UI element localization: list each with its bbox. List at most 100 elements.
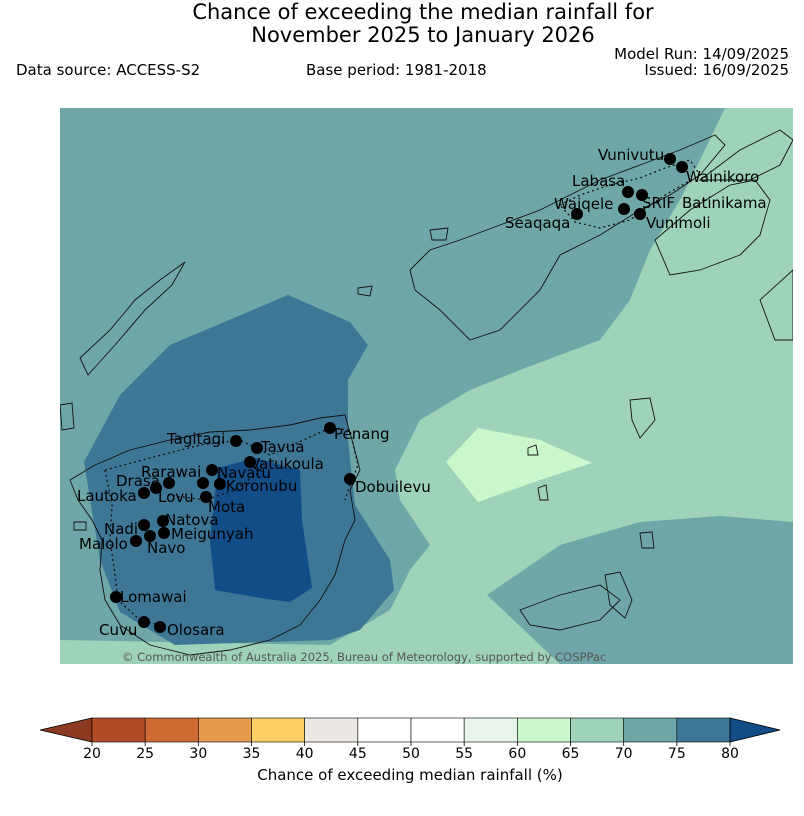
- copyright-credit: © Commonwealth of Australia 2025, Bureau…: [122, 650, 606, 664]
- station-meigunyah[interactable]: Meigunyah: [158, 525, 253, 543]
- station-marker: [138, 487, 150, 499]
- colorbar-swatch-55-60: [463, 717, 518, 743]
- station-marker: [157, 515, 169, 527]
- station-natova[interactable]: Natova: [157, 511, 219, 529]
- base-period: Base period: 1981-2018: [306, 61, 487, 79]
- station-marker: [197, 477, 209, 489]
- map-title-line2: November 2025 to January 2026: [251, 23, 595, 47]
- colorbar-tick-label: 70: [615, 746, 633, 762]
- station-penang[interactable]: Penang: [324, 422, 389, 443]
- station-label: Lovu: [158, 488, 194, 506]
- station-layer: Vunivutu Wainikoro Labasa SRIF Batinikam…: [77, 146, 767, 639]
- station-label: Mota: [208, 498, 245, 516]
- colorbar-tick-label: 20: [83, 746, 101, 762]
- viti-levu-coast: [69, 414, 361, 656]
- zone-65-70: [60, 108, 793, 664]
- station-label: Wainikoro: [686, 168, 759, 186]
- station-vatukoula[interactable]: Vatukoula: [244, 455, 324, 473]
- station-marker: [251, 442, 263, 454]
- station-lomawai[interactable]: Lomawai: [110, 588, 187, 606]
- colorbar-extend-high: [729, 717, 781, 743]
- station-nadi[interactable]: Nadi: [104, 519, 150, 538]
- station-marker: [138, 519, 150, 531]
- station-label: Tagitagi: [166, 430, 225, 448]
- station-label: Labasa: [572, 172, 625, 190]
- zone-70-75-south: [487, 516, 793, 664]
- station-vunimoli[interactable]: Vunimoli: [634, 208, 711, 232]
- colorbar-swatch-25-30: [144, 717, 199, 743]
- data-source: Data source: ACCESS-S2: [16, 61, 201, 79]
- station-label: Cuvu: [99, 621, 137, 639]
- islet-4: [527, 444, 539, 456]
- station-marker: [158, 527, 170, 539]
- colorbar-tick-label: 75: [668, 746, 686, 762]
- station-tagitagi[interactable]: Tagitagi: [166, 430, 242, 448]
- station-rarawai[interactable]: Rarawai: [141, 463, 218, 481]
- islet-6: [604, 571, 633, 619]
- station-malolo[interactable]: Malolo: [79, 535, 142, 553]
- station-mota[interactable]: Mota: [200, 491, 245, 516]
- station-marker: [618, 203, 630, 215]
- station-marker: [324, 422, 336, 434]
- station-lovu[interactable]: Lovu: [150, 482, 194, 506]
- colorbar-extend-low: [39, 717, 93, 743]
- coastlines: [60, 129, 793, 656]
- islet-3: [357, 285, 373, 297]
- station-drasa[interactable]: Drasa: [116, 472, 175, 490]
- station-navatu[interactable]: Navatu: [197, 464, 271, 489]
- station-tavua[interactable]: Tavua: [251, 438, 304, 456]
- station-olosara[interactable]: Olosara: [154, 621, 225, 639]
- station-label: Natova: [165, 511, 219, 529]
- station-srif[interactable]: SRIF: [636, 189, 675, 212]
- islet-5: [537, 484, 549, 501]
- station-label: Drasa: [116, 472, 160, 490]
- station-lautoka[interactable]: Lautoka: [77, 487, 150, 505]
- station-label: Nadi: [104, 520, 138, 538]
- station-label: Rarawai: [141, 463, 201, 481]
- ovalau-coast: [629, 397, 656, 439]
- colorbar-swatch-45-50: [357, 717, 412, 743]
- islet-1: [60, 402, 75, 431]
- islet-9: [429, 227, 449, 241]
- issued-date: Issued: 16/09/2025: [644, 61, 789, 79]
- islet-2: [79, 261, 186, 376]
- station-koronubu[interactable]: Koronubu: [214, 477, 297, 495]
- station-label: Vunivutu: [598, 146, 664, 164]
- kadavu-coast: [519, 584, 621, 631]
- station-marker: [622, 186, 634, 198]
- station-labasa[interactable]: Labasa: [572, 172, 634, 198]
- station-marker: [163, 477, 175, 489]
- station-label: Vunimoli: [646, 214, 711, 232]
- colorbar-swatch-50-55: [410, 717, 465, 743]
- vanua-levu-district-boundary: [558, 159, 701, 229]
- station-cuvu[interactable]: Cuvu: [99, 616, 150, 639]
- probability-field: © Commonwealth of Australia 2025, Bureau…: [60, 108, 793, 664]
- zone-60-65: [446, 428, 592, 502]
- station-label: Penang: [334, 425, 389, 443]
- station-label: Batinikama: [682, 194, 767, 212]
- station-marker: [154, 621, 166, 633]
- station-label: SRIF: [642, 194, 675, 212]
- station-navo[interactable]: Navo: [144, 530, 185, 557]
- station-marker: [344, 473, 356, 485]
- station-waiqele[interactable]: Waiqele: [554, 195, 630, 215]
- colorbar-tick-label: 60: [508, 746, 526, 762]
- station-batinikama[interactable]: Batinikama: [682, 194, 767, 212]
- map-title-line1: Chance of exceeding the median rainfall …: [192, 0, 654, 24]
- station-label: Vatukoula: [250, 455, 324, 473]
- station-label: Dobuilevu: [355, 478, 431, 496]
- station-vunivutu[interactable]: Vunivutu: [598, 146, 676, 165]
- station-dobuilevu[interactable]: Dobuilevu: [344, 473, 431, 496]
- station-marker: [138, 616, 150, 628]
- station-label: Olosara: [167, 621, 225, 639]
- taveuni-coast: [654, 179, 771, 276]
- colorbar-swatch-70-75: [623, 717, 678, 743]
- station-wainikoro[interactable]: Wainikoro: [676, 161, 759, 186]
- colorbar-swatch-60-65: [517, 717, 571, 743]
- zone-above-80: [210, 458, 312, 602]
- station-label: Malolo: [79, 535, 128, 553]
- colorbar-tick-label: 35: [243, 746, 261, 762]
- station-label: Meigunyah: [171, 525, 253, 543]
- station-marker: [150, 482, 162, 494]
- station-seaqaqa[interactable]: Seaqaqa: [505, 208, 583, 232]
